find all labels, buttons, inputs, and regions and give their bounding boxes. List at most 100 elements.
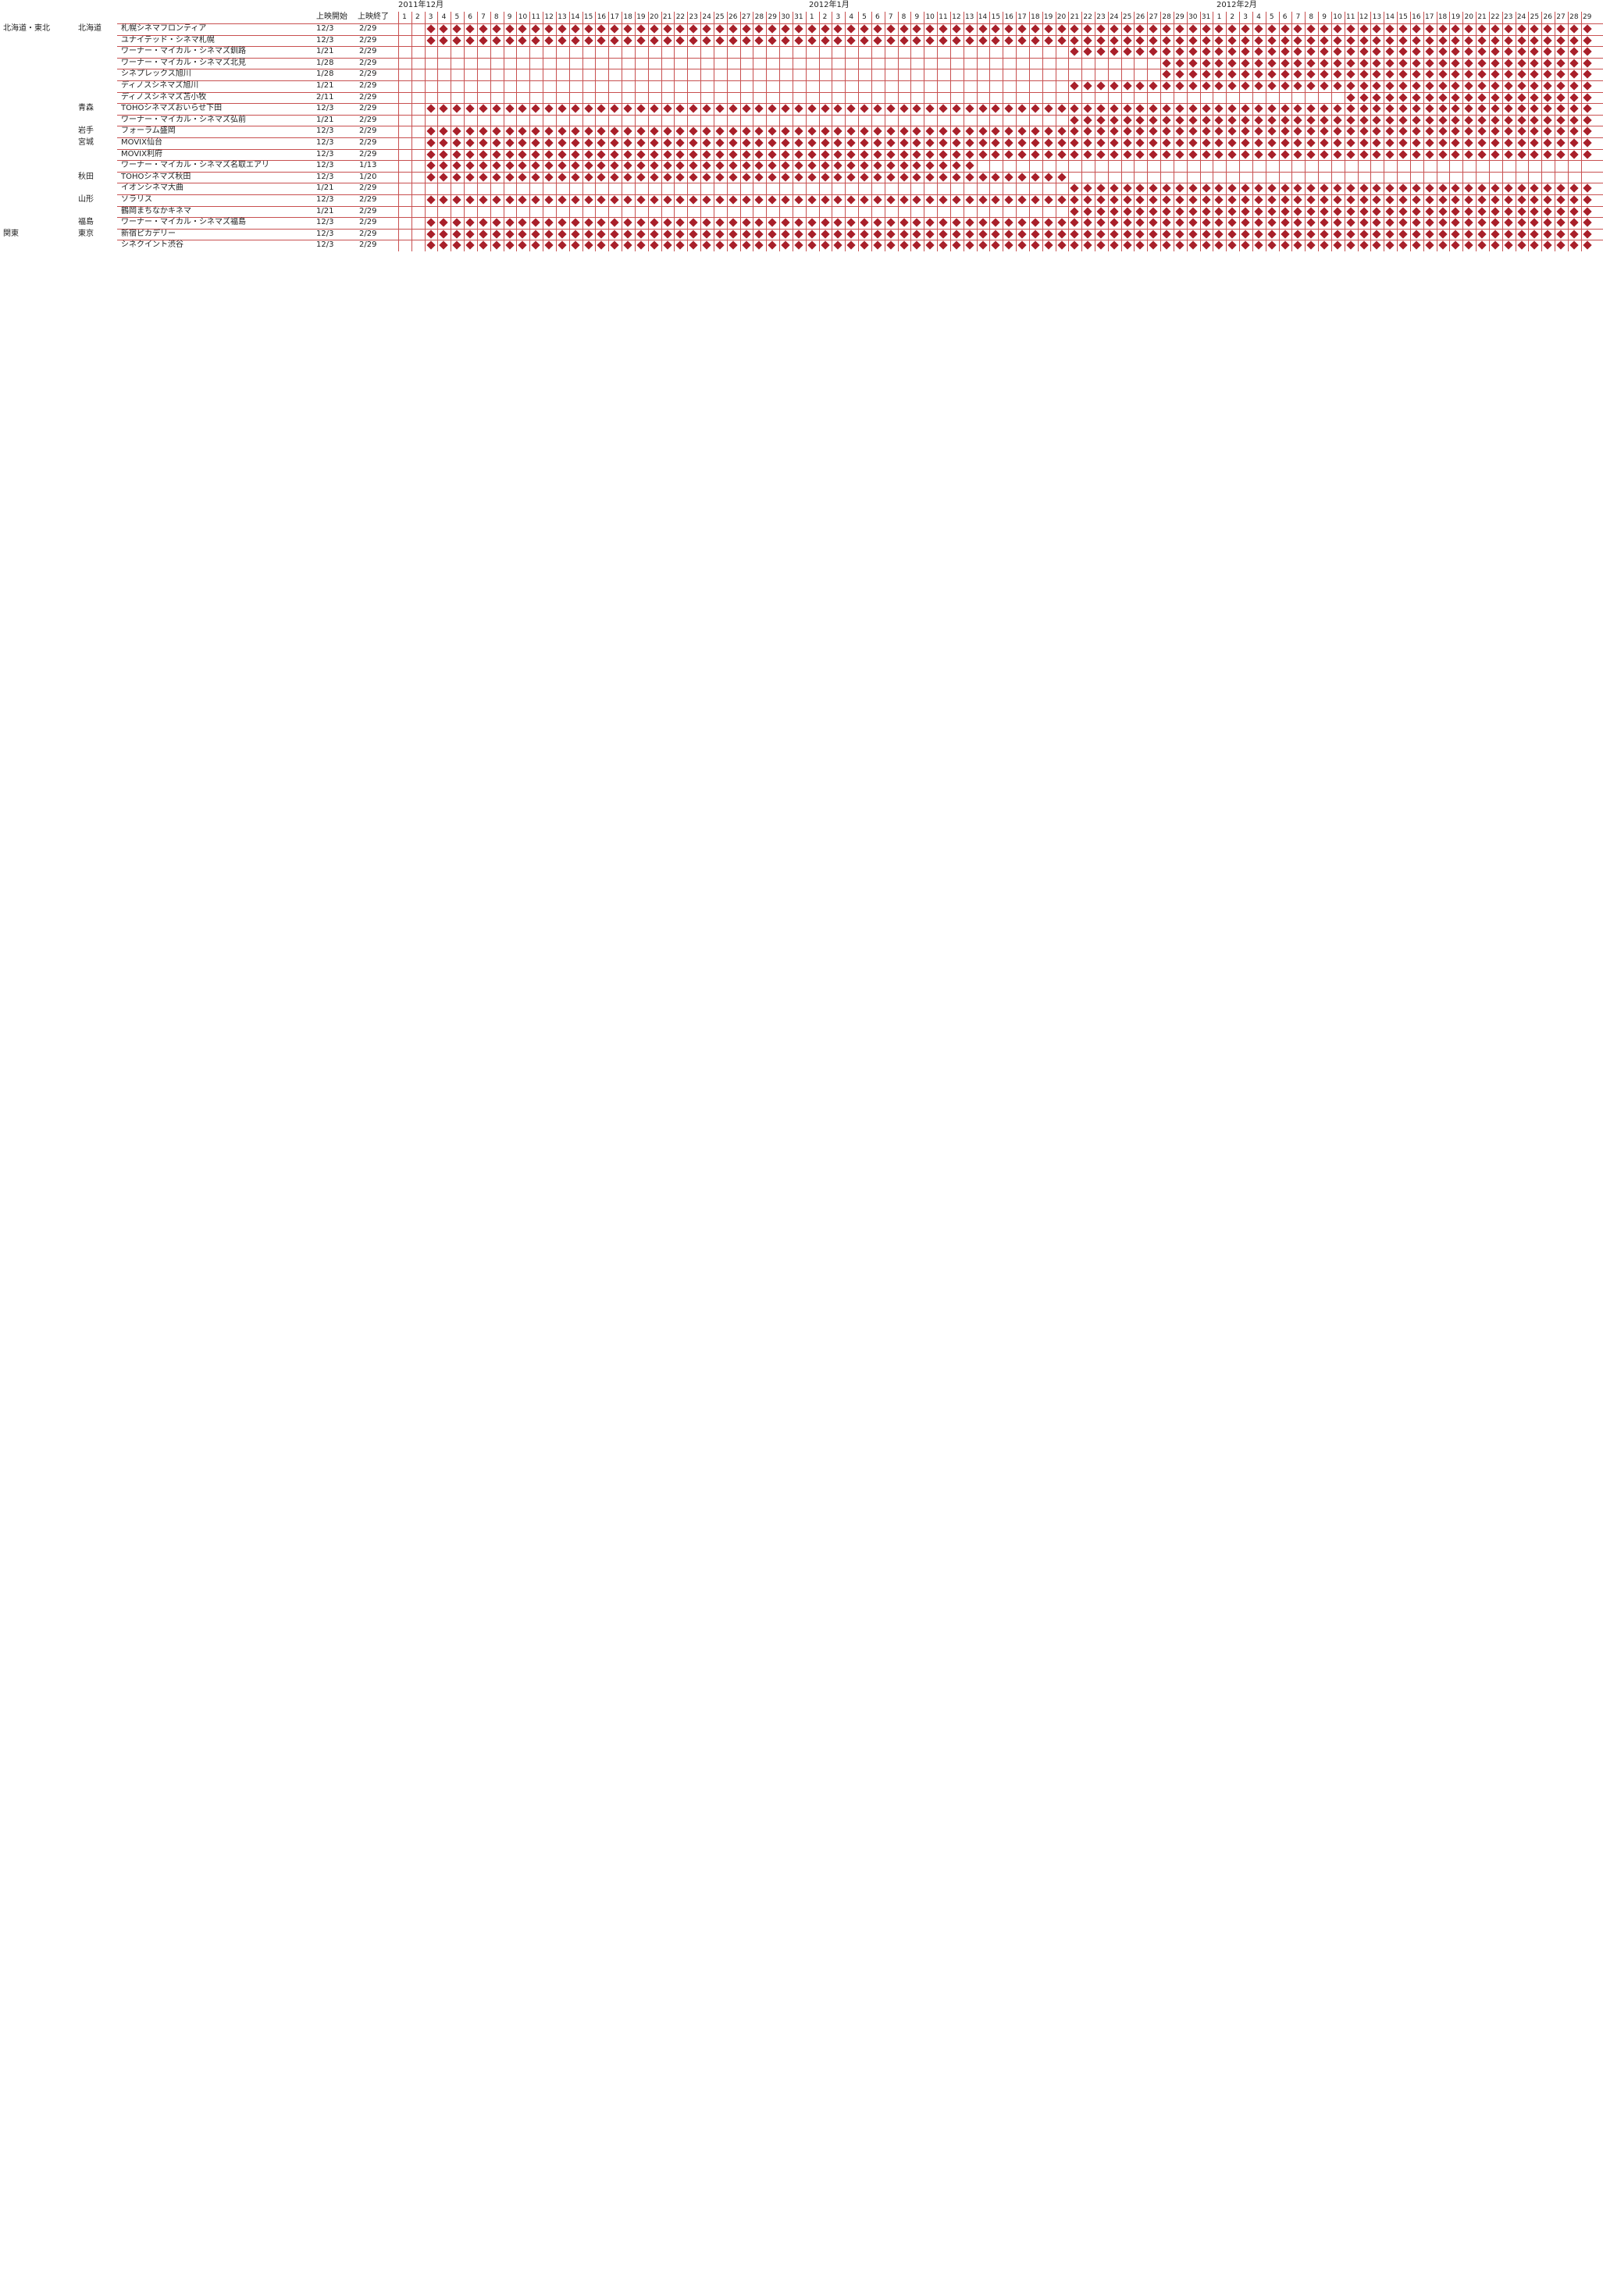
row-start: 12/3 [316,172,334,181]
screening-marker [702,173,711,182]
screening-marker [1004,218,1013,227]
screening-marker [899,138,909,148]
screening-marker [1556,69,1566,80]
screening-marker [741,126,751,137]
screening-marker [1425,35,1434,45]
row-start: 12/3 [316,240,334,250]
screening-marker [1227,206,1237,216]
screening-marker [1543,81,1552,91]
screening-marker [1372,218,1382,227]
screening-marker [1530,183,1540,194]
day-label: 27 [1149,13,1159,21]
screening-marker [504,218,515,227]
day-label: 29 [1175,13,1184,21]
screening-marker [1122,240,1132,251]
screening-marker [1385,35,1395,45]
screening-marker [702,161,711,170]
day-label: 25 [715,13,725,21]
screening-marker [715,173,725,182]
screening-marker [1583,47,1592,56]
screening-marker [833,161,843,170]
screening-marker [886,149,896,159]
row-region: 関東 [3,229,19,238]
screening-marker [1096,206,1106,216]
screening-marker [1491,104,1500,113]
screening-marker [912,240,922,251]
screening-marker [1583,81,1592,91]
screening-marker [1149,35,1158,45]
screening-marker [978,104,988,113]
screening-marker [925,104,935,113]
screening-marker [846,35,856,45]
screening-marker [1110,195,1119,205]
screening-marker [479,218,488,227]
screening-marker [925,35,935,45]
day-gridline [647,12,649,251]
screening-marker [715,240,725,251]
screening-marker [991,240,1001,251]
screening-marker [675,35,686,45]
screening-marker [1201,104,1211,113]
screening-marker [531,161,540,170]
screening-marker [1398,195,1408,205]
day-gridline [1541,12,1543,251]
screening-marker [1491,195,1500,205]
screening-marker [1267,69,1277,80]
screening-marker [820,161,830,170]
screening-marker [1227,47,1237,56]
screening-marker [1569,240,1579,251]
screening-marker [768,104,777,113]
screening-marker [1491,92,1500,102]
screening-marker [1372,24,1382,34]
screening-marker [1175,47,1184,56]
screening-marker [610,149,619,159]
screening-marker [557,35,567,45]
screening-marker [1241,138,1250,148]
month-feb: 2012年2月 [1216,1,1257,9]
row-theater: ディノスシネマズ旭川 [121,81,199,90]
screening-marker [820,240,830,251]
screening-marker [1214,116,1224,125]
screening-marker [1359,59,1369,68]
screening-marker [1241,218,1250,227]
screening-marker [1175,24,1184,34]
screening-marker [1227,149,1237,159]
row-end: 2/29 [359,47,377,56]
screening-marker [662,173,672,182]
screening-marker [1083,240,1092,251]
screening-marker [1569,35,1579,45]
day-label: 16 [1412,13,1421,21]
screening-marker [1227,104,1237,113]
screening-marker [1083,116,1092,125]
screening-marker [1372,240,1382,251]
screening-marker [465,138,475,148]
screening-marker [1425,230,1434,239]
screening-marker [1056,126,1067,137]
screening-marker [1530,92,1540,102]
screening-marker [1096,138,1106,148]
screening-marker [518,149,528,159]
day-label: 10 [925,13,935,21]
screening-marker [1096,47,1106,56]
screening-marker [833,149,843,159]
screening-marker [662,126,672,137]
screening-marker [1214,47,1224,56]
row-theater: ディノスシネマズ苫小牧 [121,92,207,101]
screening-marker [1017,24,1027,34]
day-label: 27 [741,13,751,21]
screening-marker [1241,230,1250,239]
screening-marker [1464,206,1473,216]
screening-marker [1583,240,1592,251]
screening-marker [1096,126,1106,137]
screening-marker [1254,230,1263,239]
screening-marker [571,138,580,148]
screening-marker [1504,24,1513,34]
screening-marker [1306,230,1316,239]
screening-marker [991,35,1001,45]
screening-marker [1320,35,1329,45]
screening-marker [1398,59,1408,68]
screening-marker [768,149,777,159]
screening-marker [833,230,843,239]
screening-marker [1556,138,1566,148]
screening-marker [1516,116,1526,125]
